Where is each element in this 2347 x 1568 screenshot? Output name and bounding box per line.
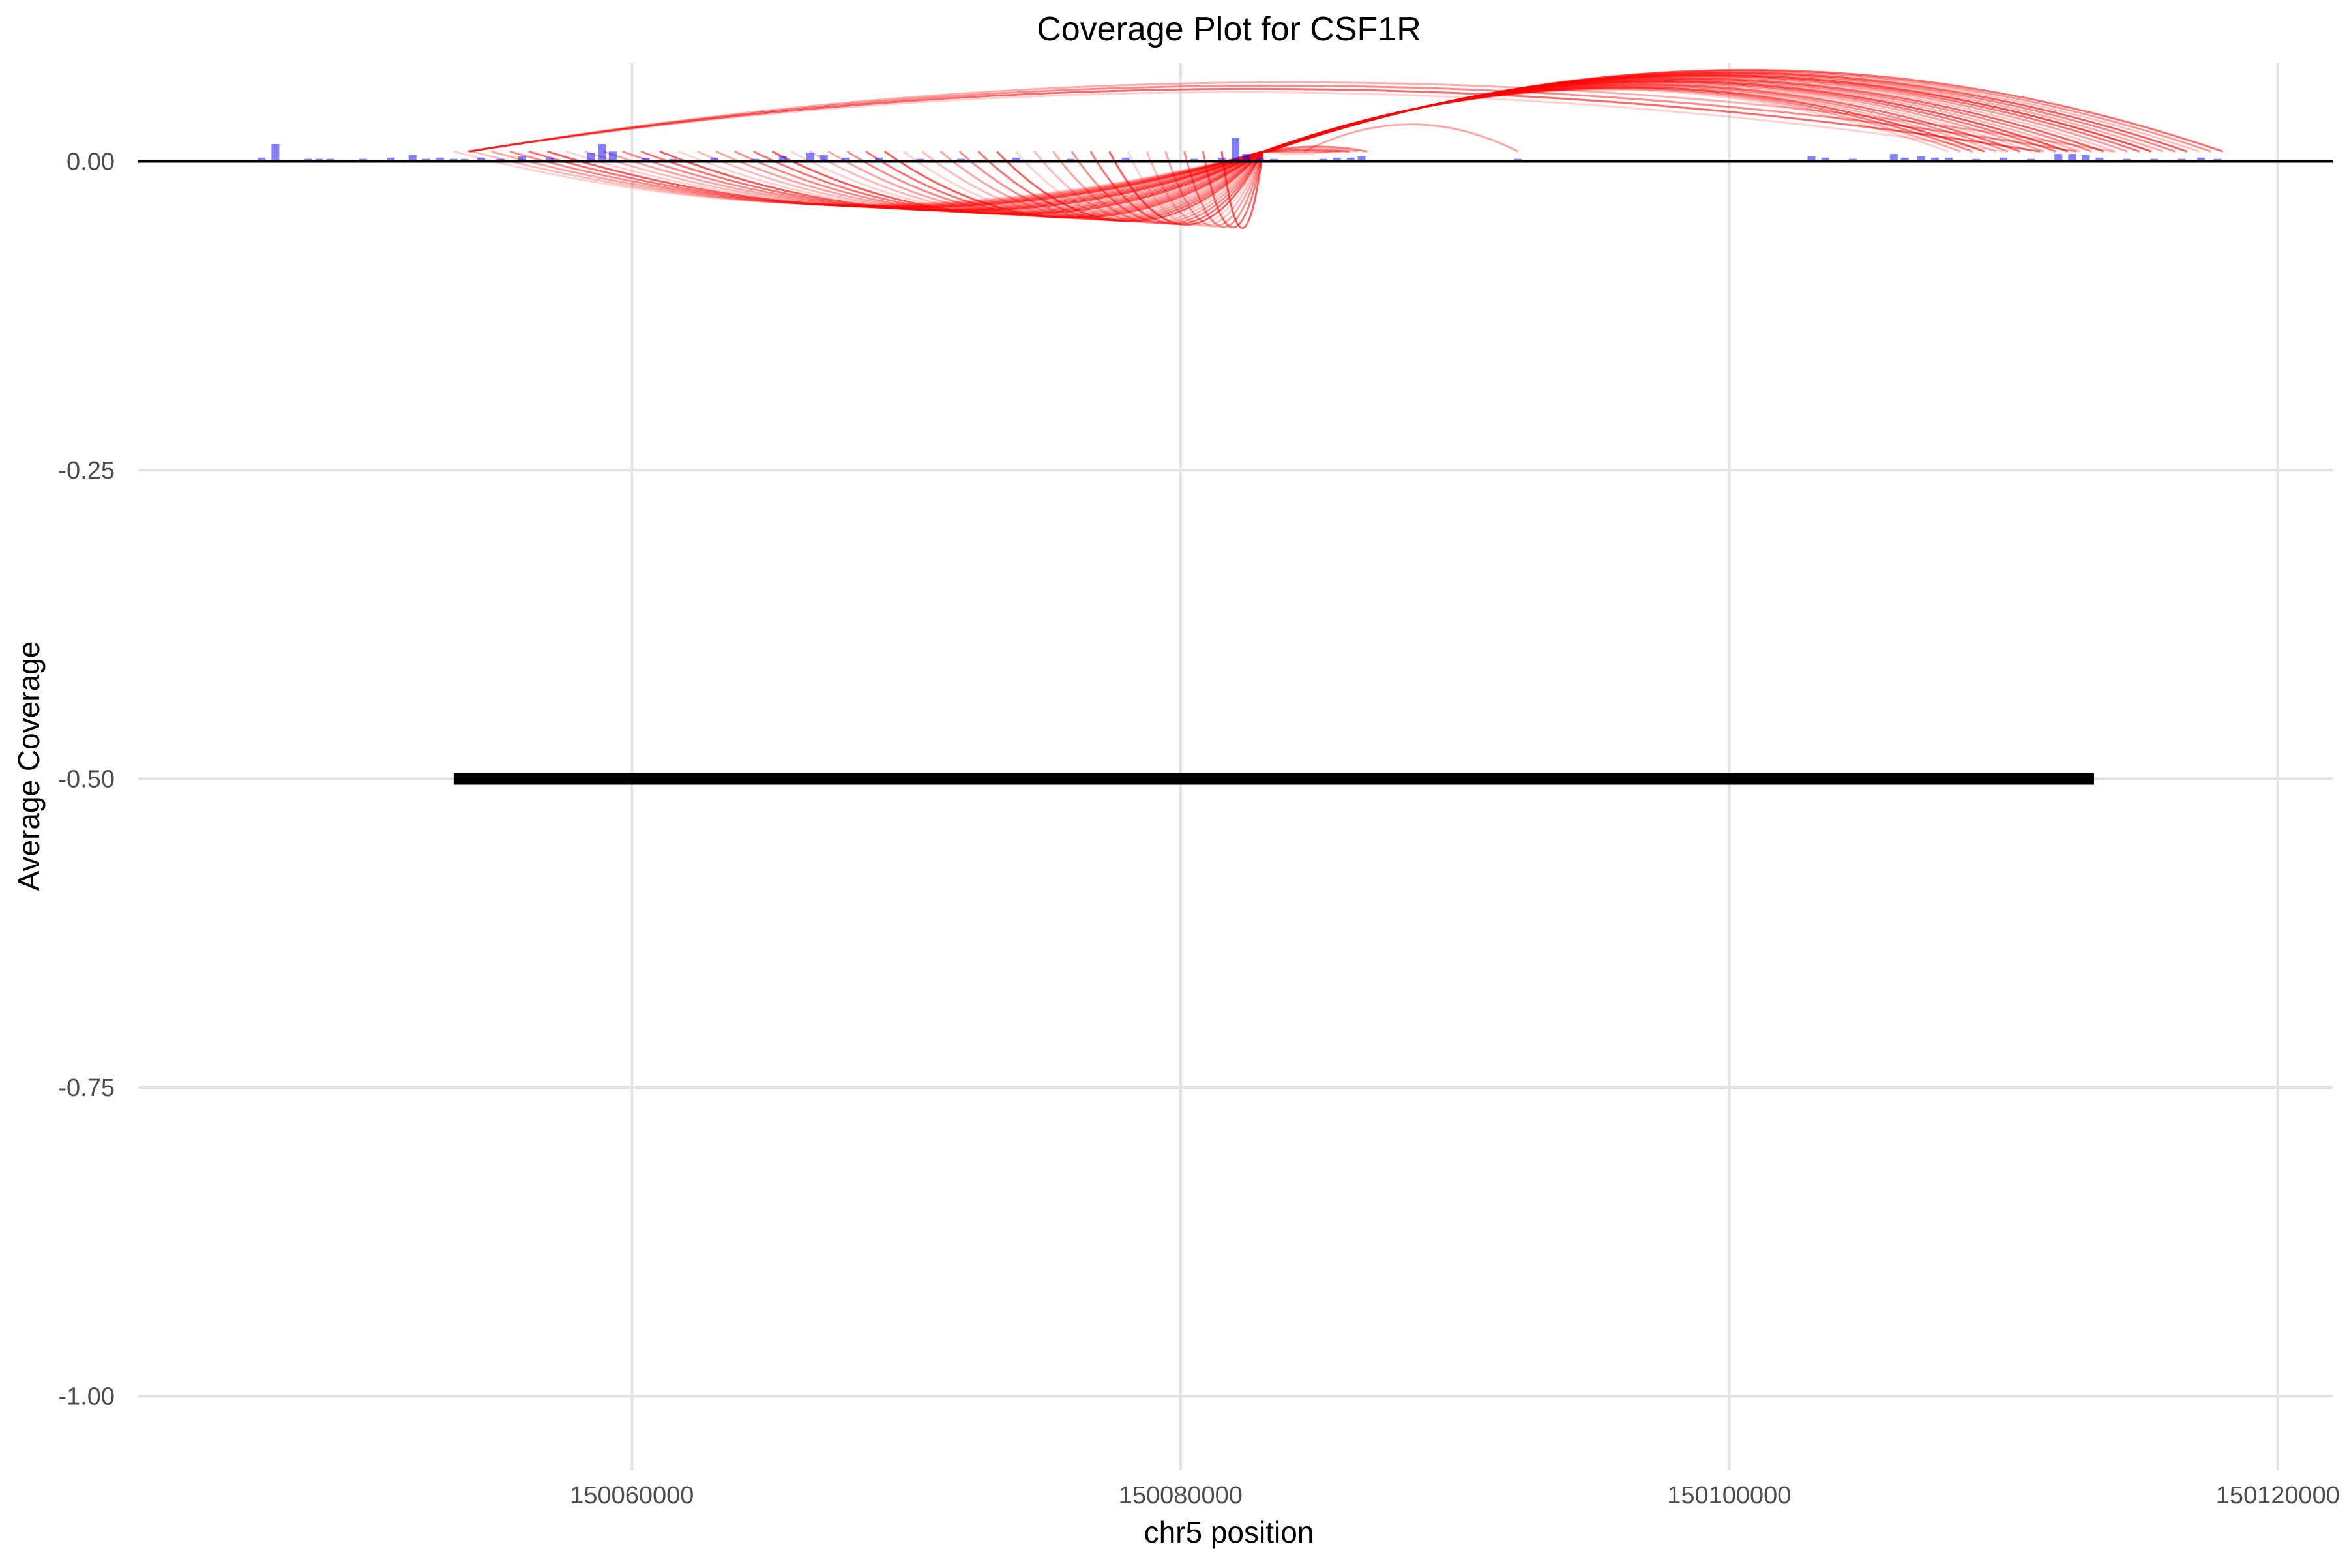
link-arc: [584, 150, 1263, 210]
x-tick-label: 150100000: [1667, 1482, 1791, 1509]
link-arc: [1108, 151, 1264, 226]
coverage-bar: [875, 157, 883, 162]
y-tick-label: 0.00: [66, 149, 115, 176]
y-tick-label: -0.75: [58, 1074, 115, 1102]
link-arc: [1220, 151, 1264, 229]
coverage-bar: [642, 157, 650, 162]
x-tick-label: 150060000: [570, 1482, 694, 1509]
coverage-bar: [587, 153, 595, 162]
link-arc: [1262, 150, 1332, 155]
link-arc: [1265, 145, 1368, 153]
coverage-bar: [2082, 155, 2090, 162]
coverage-bar: [2095, 157, 2104, 162]
link-arc: [469, 81, 2114, 153]
link-arc: [902, 151, 1263, 220]
coverage-bar: [387, 157, 395, 162]
link-arc: [547, 150, 1263, 209]
coverage-bar: [271, 143, 280, 162]
link-arc: [1202, 151, 1264, 229]
y-axis-title: Average Coverage: [12, 642, 46, 891]
link-arc: [468, 87, 2041, 153]
coverage-bar: [598, 143, 606, 162]
link-arc: [1033, 151, 1264, 224]
link-arc: [1052, 151, 1264, 224]
link-arc: [1164, 151, 1264, 228]
link-arc: [1014, 151, 1264, 223]
coverage-bar: [778, 156, 787, 162]
coverage-bar: [2068, 154, 2076, 162]
coverage-bar: [2197, 157, 2206, 162]
coverage-bar: [608, 151, 617, 162]
link-arc: [1183, 151, 1264, 228]
coverage-bar: [1217, 157, 1226, 162]
y-tick-label: -0.25: [58, 457, 115, 484]
coverage-bar: [477, 157, 485, 162]
tick-labels: 150060000 150080000 150100000 150120000 0.00…: [58, 149, 2340, 1509]
coverage-bar: [1333, 157, 1341, 162]
coverage-bar: [1242, 154, 1250, 162]
coverage-bar: [710, 157, 718, 162]
link-arc: [467, 91, 2004, 153]
coverage-bar: [258, 157, 266, 162]
coverage-bar: [2000, 157, 2008, 162]
coverage-bar: [1821, 157, 1829, 162]
coverage-bar: [2054, 154, 2063, 162]
x-tick-label: 150080000: [1119, 1482, 1243, 1509]
coverage-bar: [1900, 157, 1909, 162]
link-arc: [1303, 123, 1519, 153]
gridlines: [138, 63, 2333, 1470]
coverage-bar: [1807, 156, 1816, 162]
coverage-bar: [806, 153, 814, 162]
coverage-bar: [546, 157, 554, 162]
link-arcs: [453, 68, 2224, 229]
coverage-bar: [1346, 157, 1355, 162]
y-tick-label: -1.00: [58, 1383, 115, 1410]
coverage-bar: [1917, 156, 1925, 162]
coverage-bar: [1012, 157, 1020, 162]
coverage-bar: [1357, 156, 1366, 162]
link-arc: [565, 150, 1263, 209]
coverage-bar: [1121, 157, 1130, 162]
coverage-bar: [842, 157, 850, 162]
coverage-bar: [1944, 157, 1953, 162]
coverage-bar: [819, 155, 828, 162]
coverage-bar: [408, 155, 417, 162]
coverage-bar: [1232, 138, 1239, 162]
y-tick-label: -0.50: [58, 765, 115, 793]
coverage-bar: [1930, 157, 1939, 162]
coverage-bar: [435, 157, 444, 162]
x-axis-title: chr5 position: [1144, 1515, 1314, 1549]
coverage-bar: [518, 156, 527, 162]
chart-title: Coverage Plot for CSF1R: [1037, 10, 1421, 48]
coverage-bar: [1256, 157, 1264, 162]
link-arc: [1127, 151, 1264, 226]
link-arc: [469, 84, 2077, 153]
coverage-bar: [1889, 154, 1898, 162]
x-tick-label: 150120000: [2216, 1482, 2340, 1509]
link-arc: [1268, 68, 2224, 153]
link-arc: [1145, 151, 1264, 227]
